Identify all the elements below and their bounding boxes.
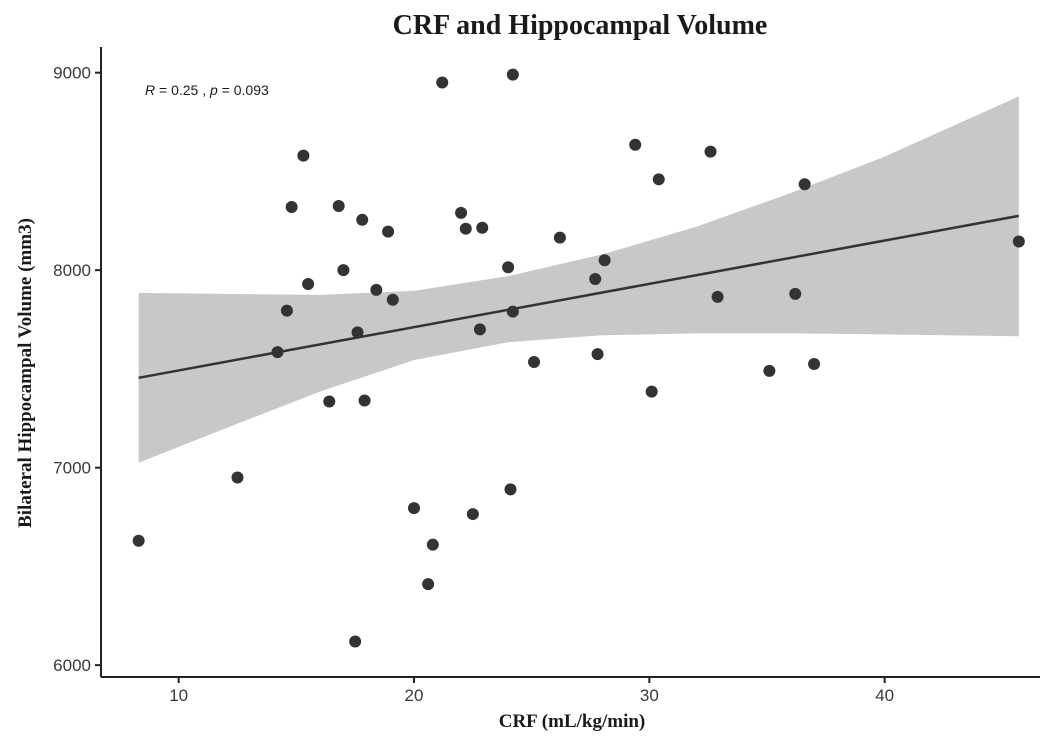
data-point — [652, 173, 665, 186]
data-point — [1012, 235, 1025, 248]
data-point — [231, 471, 244, 484]
y-tick-label: 9000 — [53, 64, 91, 83]
r-symbol: R — [145, 82, 155, 98]
data-point — [323, 395, 336, 408]
data-point — [808, 357, 821, 370]
data-point — [476, 221, 489, 234]
data-point — [356, 213, 369, 226]
data-point — [422, 578, 435, 591]
data-point — [528, 356, 541, 368]
x-axis-label: CRF (mL/kg/min) — [499, 711, 646, 732]
x-tick-label: 20 — [405, 686, 424, 705]
plot-area — [132, 68, 1025, 648]
data-point — [798, 178, 811, 191]
data-point — [506, 305, 519, 318]
data-point — [591, 348, 604, 361]
data-point — [426, 538, 439, 551]
data-point — [711, 290, 724, 303]
data-point — [473, 323, 486, 336]
y-tick-label: 8000 — [53, 261, 91, 280]
data-point — [789, 287, 802, 300]
y-axis-label: Bilateral Hippocampal Volume (mm3) — [15, 218, 36, 528]
regression-line — [138, 214, 1020, 380]
data-point — [504, 483, 517, 496]
data-point — [763, 364, 776, 377]
data-point — [382, 225, 395, 238]
p-symbol: p — [209, 82, 218, 98]
data-point — [459, 222, 472, 235]
y-tick-label: 6000 — [53, 656, 91, 675]
correlation-text: R = 0.25 , p = 0.093 — [145, 82, 269, 98]
data-point — [455, 206, 468, 219]
data-point — [285, 200, 298, 213]
data-point — [553, 231, 566, 244]
data-point — [370, 283, 383, 296]
data-point — [271, 346, 284, 359]
data-point — [358, 394, 371, 407]
x-tick-label: 40 — [875, 686, 894, 705]
x-tick-label: 10 — [169, 686, 188, 705]
data-point — [436, 76, 449, 89]
data-point — [280, 304, 293, 317]
y-tick-label: 7000 — [53, 459, 91, 478]
data-point — [349, 635, 362, 648]
data-point — [351, 326, 364, 339]
data-points — [132, 68, 1025, 648]
correlation-annotation: R = 0.25 , p = 0.093 — [145, 82, 269, 98]
chart-title: CRF and Hippocampal Volume — [393, 10, 768, 41]
data-point — [645, 385, 658, 398]
data-point — [506, 68, 519, 81]
r-value: = 0.25 , — [155, 82, 210, 98]
y-axis-ticks: 6000 7000 8000 9000 — [53, 64, 101, 675]
data-point — [302, 277, 315, 290]
x-axis-ticks: 10 20 30 40 — [169, 677, 894, 705]
data-point — [502, 261, 515, 274]
data-point — [132, 534, 145, 547]
data-point — [386, 293, 399, 306]
data-point — [332, 199, 345, 212]
data-point — [704, 145, 717, 158]
confidence-band — [138, 96, 1019, 463]
p-value: = 0.093 — [218, 82, 269, 98]
data-point — [408, 502, 420, 515]
x-tick-label: 30 — [640, 686, 659, 705]
data-point — [337, 264, 350, 277]
data-point — [297, 149, 310, 162]
data-point — [466, 508, 479, 521]
data-point — [589, 273, 602, 286]
data-point — [629, 138, 642, 151]
data-point — [598, 254, 611, 267]
